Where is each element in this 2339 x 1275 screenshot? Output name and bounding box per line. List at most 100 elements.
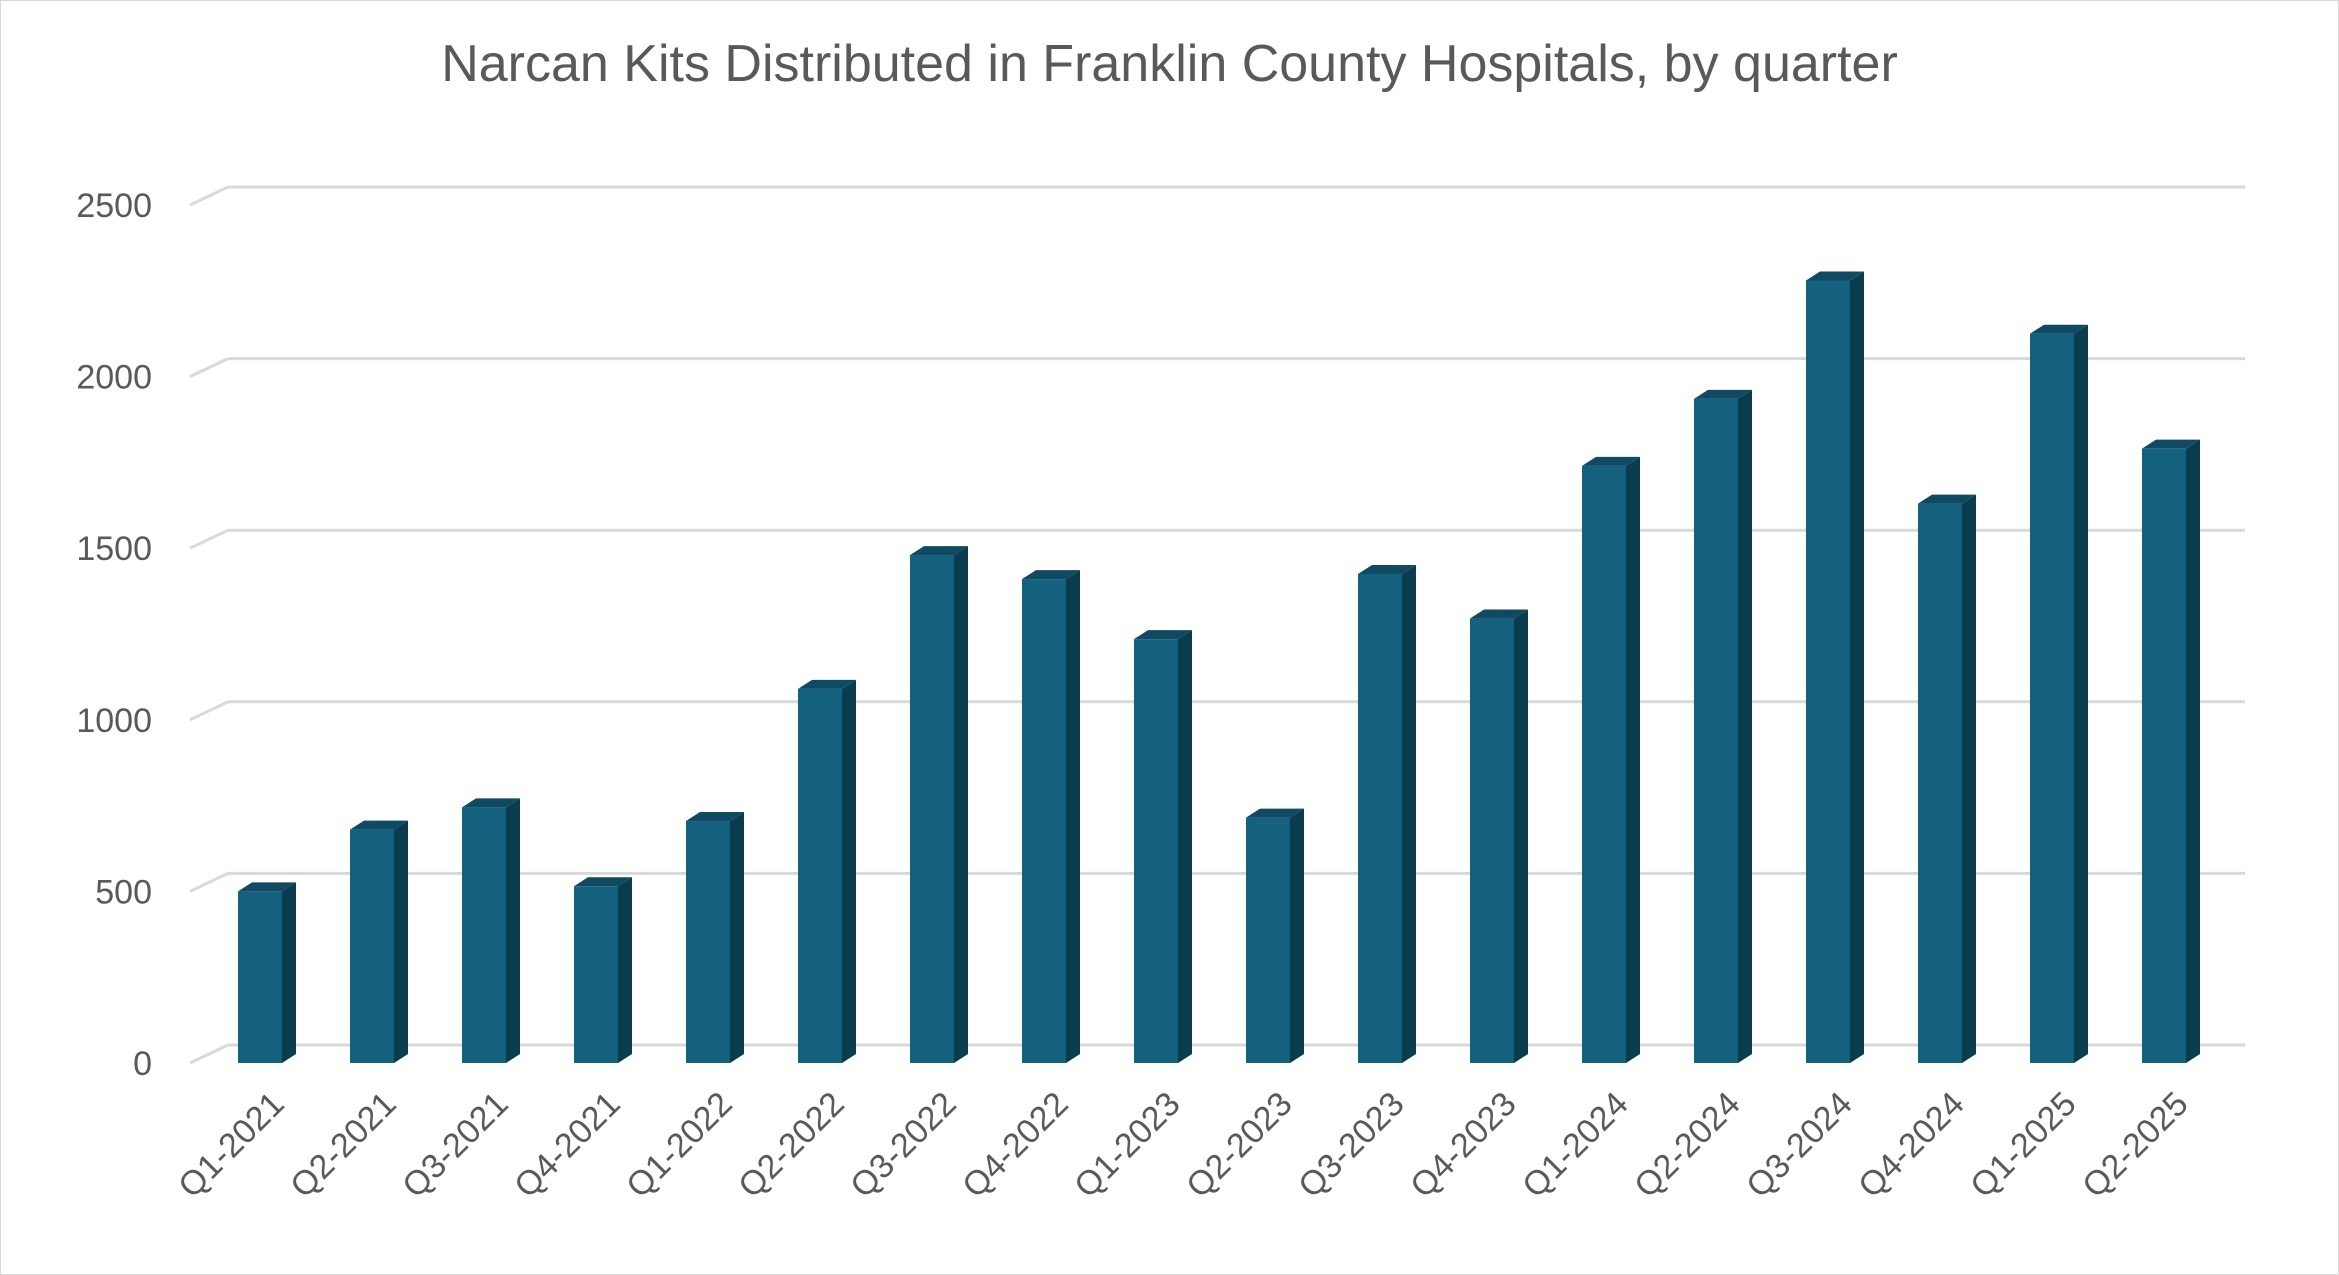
bar-side <box>730 812 744 1063</box>
bar-front <box>1246 817 1290 1063</box>
x-tick-label: Q3-2021 <box>395 1085 515 1205</box>
x-tick-label: Q1-2022 <box>619 1085 739 1205</box>
bar <box>350 820 408 1063</box>
bar-top <box>798 679 856 689</box>
bar <box>1806 271 1864 1063</box>
x-tick-label: Q2-2023 <box>1179 1085 1299 1205</box>
x-tick-label: Q2-2025 <box>2075 1085 2195 1205</box>
y-tick-label: 0 <box>133 1045 152 1083</box>
bar-front <box>1918 503 1962 1064</box>
bar-top <box>686 812 744 822</box>
gridline-depth <box>189 700 229 722</box>
bar-front <box>2142 448 2186 1063</box>
bar <box>462 798 520 1063</box>
gridline-depth <box>189 528 229 550</box>
gridline-depth <box>189 185 229 207</box>
bar-top <box>1806 271 1864 281</box>
bar-top <box>462 798 520 808</box>
bar <box>1022 570 1080 1063</box>
bar <box>910 546 968 1063</box>
bar <box>1694 389 1752 1064</box>
bar <box>574 877 632 1063</box>
bar-side <box>2186 439 2200 1063</box>
bar-front <box>238 891 282 1063</box>
x-tick-label: Q3-2023 <box>1291 1085 1411 1205</box>
bar-side <box>842 679 856 1063</box>
bar <box>1134 630 1192 1063</box>
bar <box>2142 439 2200 1063</box>
bar-front <box>1134 639 1178 1063</box>
y-tick-label: 1000 <box>76 702 152 740</box>
bar <box>1246 808 1304 1063</box>
y-tick-label: 2000 <box>76 359 152 397</box>
gridline-depth <box>189 872 229 893</box>
y-tick-label: 500 <box>95 873 152 911</box>
x-tick-label: Q4-2024 <box>1851 1085 1971 1205</box>
x-tick-label: Q1-2021 <box>171 1085 291 1205</box>
bar-front <box>1694 398 1738 1064</box>
bar-top <box>350 820 408 830</box>
bar-front <box>1806 280 1850 1063</box>
x-tick-label: Q2-2021 <box>283 1085 403 1205</box>
bar-top <box>238 882 296 892</box>
bar-front <box>798 688 842 1063</box>
bar-top <box>1694 389 1752 399</box>
bar-side <box>394 820 408 1063</box>
x-tick-label: Q4-2021 <box>507 1085 627 1205</box>
bar-top <box>1134 630 1192 640</box>
bar <box>686 812 744 1063</box>
bar-side <box>1850 271 1864 1063</box>
bar-side <box>506 798 520 1063</box>
bar-front <box>1582 465 1626 1063</box>
bar-front <box>1358 573 1402 1063</box>
bar-top <box>1918 494 1976 504</box>
gridline-depth <box>189 357 229 378</box>
bar-top <box>910 546 968 556</box>
bar-top <box>1582 456 1640 466</box>
bar-top <box>1358 564 1416 574</box>
bar-side <box>1514 609 1528 1063</box>
bar-front <box>462 807 506 1063</box>
y-tick-label: 2500 <box>76 187 152 225</box>
bar-side <box>2074 324 2088 1063</box>
bar-side <box>1066 570 1080 1063</box>
bar <box>1470 609 1528 1063</box>
bar <box>238 882 296 1063</box>
x-tick-label: Q1-2025 <box>1963 1085 2083 1205</box>
x-tick-label: Q2-2022 <box>731 1085 851 1205</box>
bar-side <box>618 877 632 1063</box>
x-tick-label: Q1-2024 <box>1515 1085 1635 1205</box>
bar-side <box>1738 389 1752 1064</box>
bar <box>798 679 856 1063</box>
bar-front <box>1470 618 1514 1063</box>
bar-front <box>686 821 730 1063</box>
bar-top <box>2030 324 2088 334</box>
gridline-depth <box>189 1043 229 1065</box>
bar-top <box>574 877 632 887</box>
bar-top <box>1022 570 1080 580</box>
bar-side <box>1290 808 1304 1063</box>
bar <box>1918 494 1976 1064</box>
bar-front <box>2030 333 2074 1063</box>
x-tick-label: Q2-2024 <box>1627 1085 1747 1205</box>
x-tick-label: Q3-2024 <box>1739 1085 1859 1205</box>
bar-side <box>282 882 296 1063</box>
x-tick-label: Q4-2023 <box>1403 1085 1523 1205</box>
bar <box>1582 456 1640 1063</box>
bar-top <box>2142 439 2200 449</box>
x-tick-label: Q3-2022 <box>843 1085 963 1205</box>
bar-top <box>1470 609 1528 619</box>
bar-side <box>1178 630 1192 1063</box>
bar <box>1358 564 1416 1063</box>
x-tick-label: Q4-2022 <box>955 1085 1075 1205</box>
y-tick-label: 1500 <box>76 530 152 568</box>
x-tick-label: Q1-2023 <box>1067 1085 1187 1205</box>
chart-title: Narcan Kits Distributed in Franklin Coun… <box>441 35 1898 93</box>
bar-front <box>574 886 618 1063</box>
bar-side <box>1962 494 1976 1064</box>
bar-front <box>350 829 394 1063</box>
bar-side <box>1626 456 1640 1063</box>
bar-front <box>910 555 954 1063</box>
bar-top <box>1246 808 1304 818</box>
